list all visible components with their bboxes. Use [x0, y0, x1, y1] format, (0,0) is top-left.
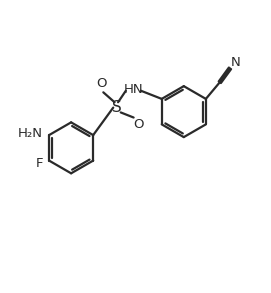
Text: S: S: [112, 100, 122, 115]
Text: O: O: [97, 77, 107, 90]
Text: O: O: [133, 118, 143, 131]
Text: HN: HN: [124, 83, 143, 96]
Text: F: F: [36, 157, 43, 170]
Text: N: N: [231, 56, 241, 69]
Text: H₂N: H₂N: [18, 127, 43, 140]
